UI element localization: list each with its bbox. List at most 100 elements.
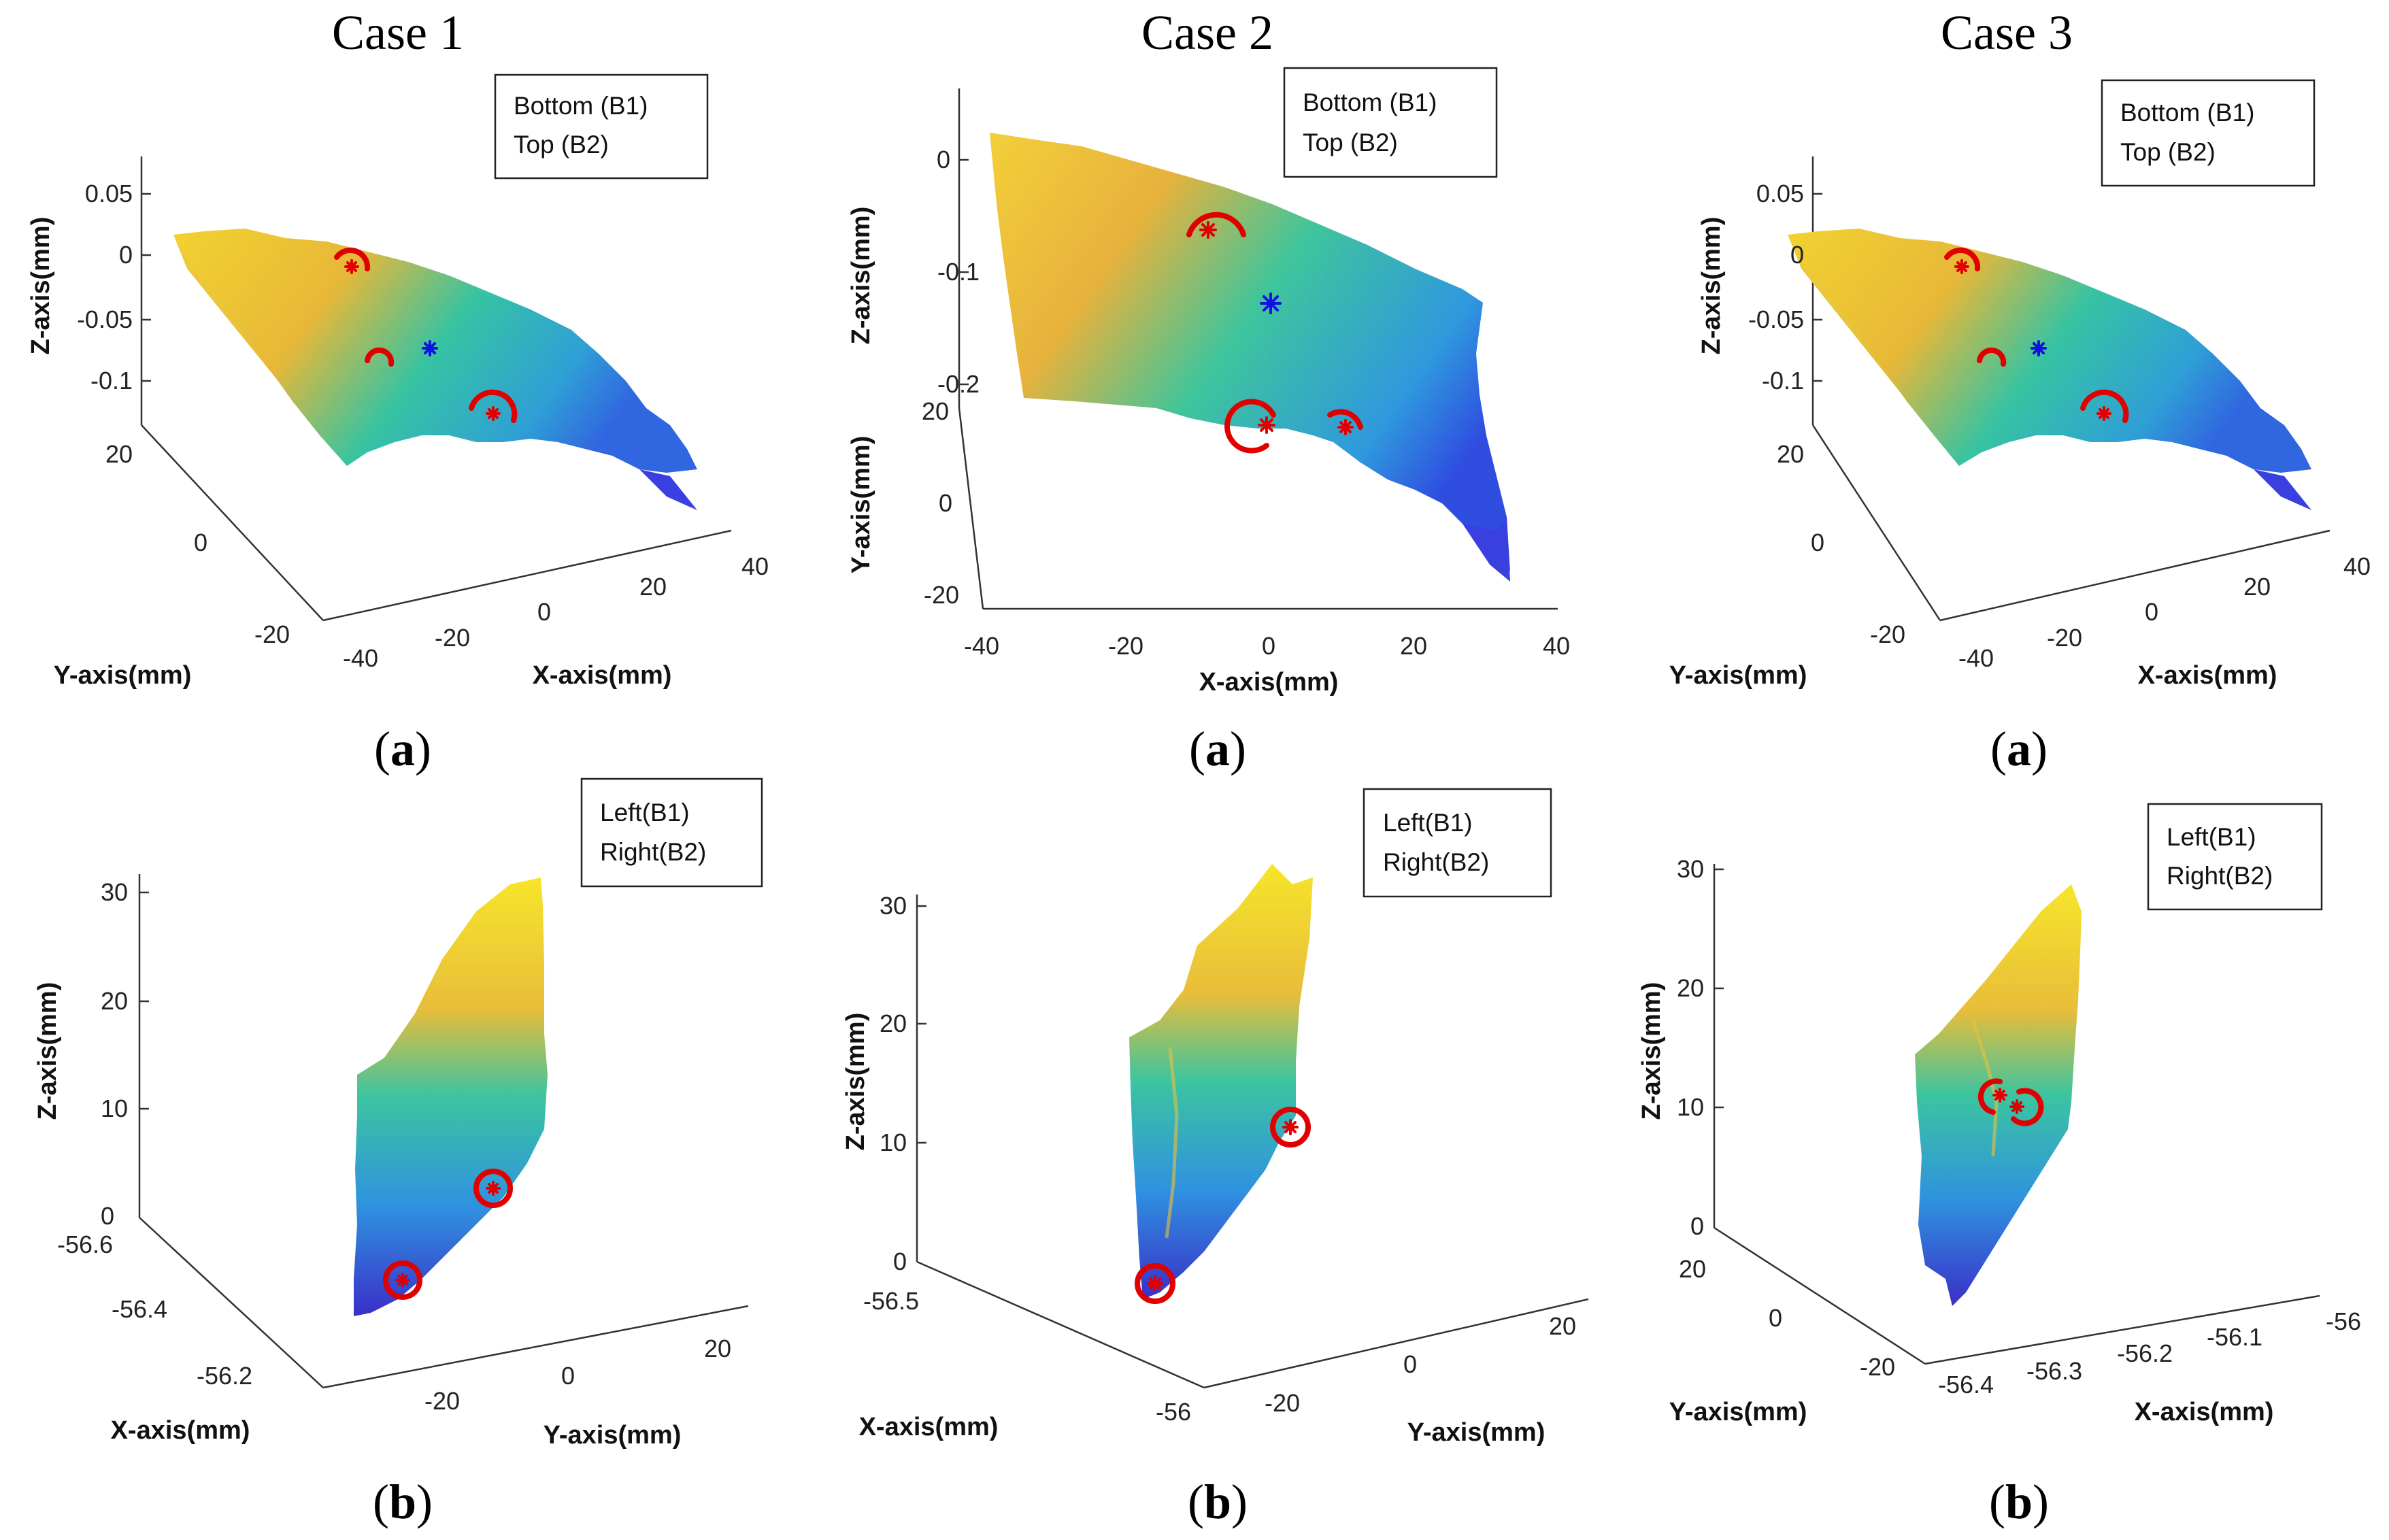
case-title-1: Case 1 xyxy=(332,5,464,60)
ztick: 10 xyxy=(880,1128,907,1156)
ylabel: Y-axis(mm) xyxy=(1669,661,1807,690)
xtick: -40 xyxy=(1958,644,1994,672)
xtick: 0 xyxy=(2145,598,2158,626)
ztick: 30 xyxy=(101,878,128,906)
xtick: 20 xyxy=(1400,632,1427,660)
legend-entry: Left(B1) xyxy=(600,799,690,826)
ztick: -0.05 xyxy=(1748,305,1804,333)
ztick: 0 xyxy=(893,1248,907,1275)
legend-entry: Top (B2) xyxy=(2120,138,2216,166)
ytick: 0 xyxy=(1403,1350,1417,1378)
ztick: 20 xyxy=(101,987,128,1015)
xlabel: X-axis(mm) xyxy=(859,1413,999,1441)
xtick: -56 xyxy=(2326,1307,2361,1335)
panel-label: (b) xyxy=(373,1475,433,1529)
xtick: 40 xyxy=(1543,632,1570,660)
legend-entry: Right(B2) xyxy=(2167,862,2273,890)
surface-mesh xyxy=(990,133,1510,571)
ztick: 0 xyxy=(1790,241,1804,269)
ztick: 0 xyxy=(101,1202,114,1230)
ytick: 0 xyxy=(194,529,207,556)
ytick: -20 xyxy=(424,1387,460,1415)
legend-entry: Bottom (B1) xyxy=(514,92,648,120)
zlabel: Z-axis(mm) xyxy=(27,217,55,355)
red-ring-marker xyxy=(1135,1263,1175,1304)
red-arc-marker xyxy=(334,247,371,271)
ztick: -0.1 xyxy=(937,258,980,286)
zlabel: Z-axis(mm) xyxy=(1637,982,1666,1120)
xtick: -56.3 xyxy=(2026,1357,2082,1385)
red-star-marker xyxy=(1337,419,1354,435)
blue-star-marker xyxy=(1260,292,1282,314)
xtick: -56.4 xyxy=(1938,1371,1994,1399)
blue-star-marker xyxy=(422,340,438,356)
ytick: 20 xyxy=(1549,1312,1576,1340)
ytick: 20 xyxy=(704,1335,731,1362)
panel-case1-a: 0.05 0 -0.05 -0.1 20 0 -20 -40 -20 0 20 … xyxy=(27,73,769,776)
xlabel: X-axis(mm) xyxy=(111,1416,250,1445)
ytick: -20 xyxy=(1870,620,1905,648)
red-star-marker xyxy=(1282,1119,1299,1135)
ztick: 20 xyxy=(1677,974,1704,1002)
ytick: 20 xyxy=(922,397,949,425)
panel-case2-a: 0 -0.1 -0.2 20 0 -20 -40 -20 0 20 40 Z-a… xyxy=(847,67,1570,776)
legend: Bottom (B1) Top (B2) xyxy=(1283,67,1498,178)
xtick: -56.1 xyxy=(2207,1323,2262,1351)
red-star-marker xyxy=(2009,1099,2024,1114)
xtick: -56.5 xyxy=(863,1287,919,1315)
xtick: -56.2 xyxy=(2117,1339,2173,1367)
red-star-marker xyxy=(486,406,501,421)
legend-entry: Right(B2) xyxy=(600,838,706,866)
xtick: -20 xyxy=(2047,624,2082,652)
legend-entry: Left(B1) xyxy=(2167,823,2256,851)
ztick: 30 xyxy=(880,892,907,920)
red-arc-marker xyxy=(1977,347,2007,367)
red-star-marker xyxy=(395,1273,410,1288)
ylabel: Y-axis(mm) xyxy=(1407,1418,1546,1447)
red-star-marker xyxy=(2096,406,2111,421)
legend: Left(B1) Right(B2) xyxy=(1363,788,1552,898)
panel-label: (a) xyxy=(1189,722,1246,776)
xtick: -20 xyxy=(435,624,470,652)
surface-drop xyxy=(639,469,697,510)
ytick: -20 xyxy=(1860,1353,1895,1381)
surface-drop xyxy=(1463,517,1510,582)
legend: Left(B1) Right(B2) xyxy=(2147,803,2323,911)
xlabel: X-axis(mm) xyxy=(2135,1398,2274,1426)
red-star-marker xyxy=(1992,1088,2007,1103)
panel-label: (a) xyxy=(1990,722,2048,776)
ylabel: Y-axis(mm) xyxy=(544,1421,682,1450)
xtick: 20 xyxy=(639,573,667,601)
zlabel: Z-axis(mm) xyxy=(847,207,875,345)
blue-star-marker xyxy=(2031,340,2047,356)
red-arc-marker xyxy=(365,347,395,367)
red-arc-marker xyxy=(2080,389,2129,423)
red-star-marker xyxy=(1258,416,1275,434)
xtick: 40 xyxy=(2343,552,2371,580)
red-arc-marker xyxy=(1327,409,1363,430)
surface-mesh xyxy=(1129,864,1313,1299)
ytick: 20 xyxy=(1679,1255,1706,1283)
xtick: -40 xyxy=(964,632,999,660)
xtick: 20 xyxy=(2243,573,2271,601)
xtick: 40 xyxy=(741,552,769,580)
legend: Bottom (B1) Top (B2) xyxy=(494,73,709,180)
ztick: 0.05 xyxy=(85,180,133,207)
markers-case2-b xyxy=(1135,1107,1311,1304)
zlabel: Z-axis(mm) xyxy=(841,1013,870,1151)
xtick: -40 xyxy=(343,644,378,672)
panel-case3-b: 30 20 10 0 20 0 -20 -56.4 -56.3 -56.2 -5… xyxy=(1637,803,2361,1529)
xtick: -56.2 xyxy=(197,1362,252,1390)
ztick: 30 xyxy=(1677,855,1704,883)
xtick: -56.4 xyxy=(112,1295,167,1323)
ytick: 0 xyxy=(561,1362,575,1390)
red-arc-marker xyxy=(1224,399,1276,454)
ztick: -0.1 xyxy=(1762,367,1804,395)
ztick: 0.05 xyxy=(1756,180,1804,207)
ztick: 0 xyxy=(1690,1212,1704,1240)
ytick: 20 xyxy=(1777,440,1804,468)
ylabel: Y-axis(mm) xyxy=(1669,1398,1807,1426)
ytick: 0 xyxy=(1811,529,1824,556)
markers-case1-a xyxy=(334,247,518,423)
